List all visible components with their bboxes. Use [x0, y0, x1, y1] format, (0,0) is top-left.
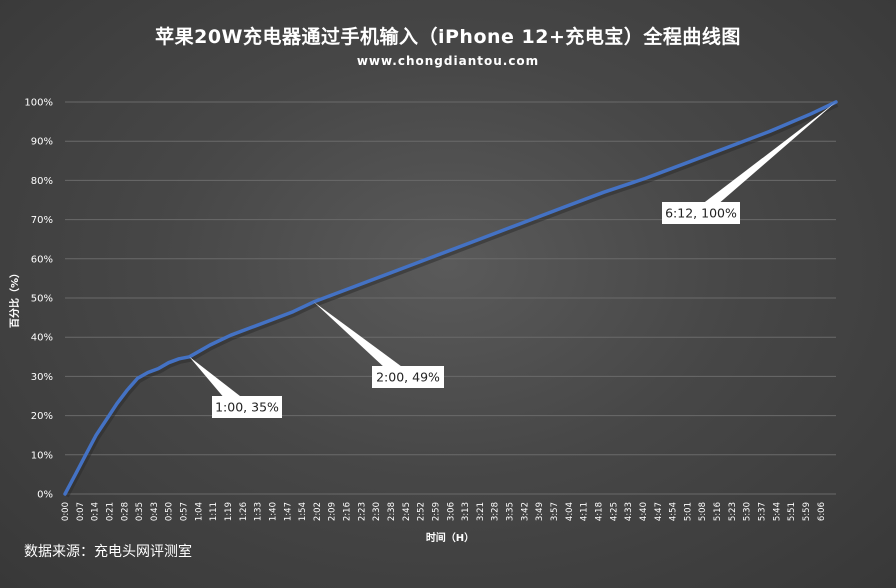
x-tick-label: 0:35 — [135, 502, 145, 521]
y-tick-label: 50% — [31, 294, 53, 305]
x-tick-label: 1:33 — [254, 502, 264, 521]
y-tick-label: 30% — [31, 372, 53, 383]
x-tick-label: 5:01 — [683, 502, 693, 521]
x-tick-label: 5:23 — [728, 502, 738, 521]
x-tick-label: 0:07 — [76, 502, 86, 521]
callout-pointer — [704, 102, 836, 202]
x-tick-label: 4:54 — [669, 502, 679, 521]
x-tick-label: 0:00 — [61, 502, 71, 521]
x-tick-label: 2:38 — [387, 502, 397, 521]
x-tick-label: 1:26 — [239, 502, 249, 521]
callout-pointer — [189, 356, 240, 396]
callout-box — [662, 202, 740, 224]
x-tick-label: 3:06 — [446, 502, 456, 521]
x-tick-label: 6:06 — [817, 502, 827, 521]
chart-subtitle: www.chongdiantou.com — [356, 54, 540, 68]
y-tick-label: 0% — [37, 490, 53, 501]
y-axis-title: 百分比（%） — [8, 268, 21, 328]
x-tick-label: 2:45 — [402, 502, 412, 521]
x-tick-label: 3:42 — [520, 502, 530, 521]
x-tick-label: 1:04 — [194, 502, 204, 521]
x-tick-label: 0:50 — [165, 502, 175, 521]
x-tick-label: 5:30 — [743, 502, 753, 521]
x-tick-label: 5:51 — [787, 502, 797, 521]
y-tick-label: 70% — [31, 215, 53, 226]
x-tick-label: 2:02 — [313, 502, 323, 521]
x-tick-label: 1:54 — [298, 502, 308, 521]
y-tick-label: 90% — [31, 137, 53, 148]
x-tick-label: 5:44 — [772, 502, 782, 521]
x-tick-label: 3:28 — [491, 502, 501, 521]
callout-label: 1:00, 35% — [215, 400, 279, 415]
x-tick-label: 0:14 — [91, 502, 101, 521]
series-line-shadow — [63, 101, 839, 498]
x-tick-label: 0:28 — [120, 502, 130, 521]
x-tick-label: 4:47 — [654, 502, 664, 521]
x-tick-label: 4:04 — [565, 502, 575, 521]
x-tick-label: 3:13 — [461, 502, 471, 521]
y-tick-label: 80% — [31, 176, 53, 187]
x-tick-label: 4:25 — [609, 502, 619, 521]
x-tick-label: 0:57 — [180, 502, 190, 521]
x-tick-label: 5:37 — [757, 502, 767, 521]
x-tick-label: 2:59 — [431, 502, 441, 521]
x-tick-label: 3:57 — [550, 502, 560, 521]
x-tick-label: 3:21 — [476, 502, 486, 521]
y-tick-label: 100% — [24, 98, 53, 109]
x-tick-label: 4:40 — [639, 502, 649, 521]
x-tick-label: 1:40 — [268, 502, 278, 521]
x-tick-label: 5:16 — [713, 502, 723, 521]
callout-label: 6:12, 100% — [665, 206, 737, 221]
callout-pointer — [313, 301, 401, 366]
x-tick-label: 2:52 — [417, 502, 427, 521]
x-tick-label: 1:11 — [209, 502, 219, 521]
x-tick-label: 3:35 — [506, 502, 516, 521]
series-line — [63, 100, 838, 496]
x-tick-label: 4:11 — [580, 502, 590, 521]
x-tick-label: 0:21 — [105, 502, 115, 521]
y-tick-label: 10% — [31, 450, 53, 461]
x-tick-label: 3:49 — [535, 502, 545, 521]
x-tick-label: 2:16 — [343, 502, 353, 521]
callout-label: 2:00, 49% — [376, 370, 440, 385]
y-tick-label: 20% — [31, 411, 53, 422]
x-tick-label: 5:08 — [698, 502, 708, 521]
x-tick-label: 5:59 — [802, 502, 812, 521]
callout-box — [212, 396, 282, 418]
x-axis-title: 时间（H） — [426, 531, 474, 544]
x-tick-label: 4:33 — [624, 502, 634, 521]
chart-title: 苹果20W充电器通过手机输入（iPhone 12+充电宝）全程曲线图 — [155, 26, 741, 48]
x-tick-label: 2:23 — [357, 502, 367, 521]
x-tick-label: 2:30 — [372, 502, 382, 521]
y-tick-label: 40% — [31, 333, 53, 344]
callout-box — [372, 366, 444, 388]
x-tick-label: 2:09 — [328, 502, 338, 521]
y-tick-label: 60% — [31, 254, 53, 265]
x-tick-label: 4:18 — [594, 502, 604, 521]
data-source: 数据来源：充电头网评测室 — [24, 544, 192, 560]
x-tick-label: 0:43 — [150, 502, 160, 521]
x-tick-label: 1:47 — [283, 502, 293, 521]
x-tick-label: 1:19 — [224, 502, 234, 521]
